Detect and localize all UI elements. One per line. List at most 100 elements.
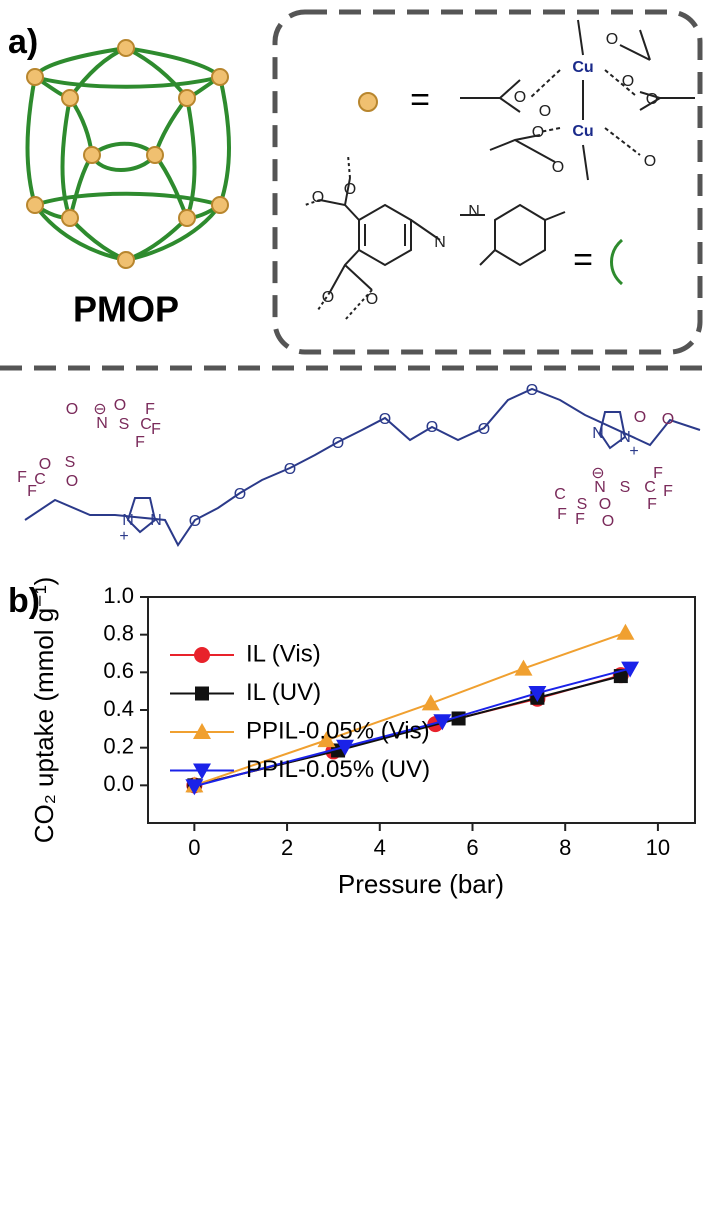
atom-label: Cu (572, 59, 593, 76)
atom-label: O (189, 513, 201, 530)
atom-label: O (644, 153, 656, 170)
atom-label: S (65, 454, 76, 471)
y-axis-title: CO₂ uptake (mmol g⁻¹) (29, 577, 59, 844)
atom-label: O (602, 513, 614, 530)
atom-label: O (514, 89, 526, 106)
atom-label: O (66, 401, 78, 418)
x-tick-label: 6 (466, 835, 478, 860)
marker (336, 739, 355, 756)
atom-label: F (135, 434, 145, 451)
atom-label: O (532, 124, 544, 141)
panel-label: a) (8, 23, 38, 61)
atom-label: O (606, 31, 618, 48)
atom-label: N (592, 425, 604, 442)
atom-label: Cu (572, 123, 593, 140)
y-tick-label: 0.2 (103, 733, 134, 758)
atom-label: C (644, 479, 656, 496)
atom-label: O (344, 181, 356, 198)
atom-label: F (575, 511, 585, 528)
dashed-box (272, 9, 703, 355)
atom-label: O (478, 421, 490, 438)
atom-label: N (619, 429, 631, 446)
atom-label: O (426, 419, 438, 436)
chart: b) Pressure (bar) CO₂ uptake (mmol g⁻¹) … (8, 577, 696, 899)
atom-label: O (634, 409, 646, 426)
ionic-liquid-chain (24, 387, 701, 547)
atom-label: C (554, 486, 566, 503)
equals: = (573, 241, 593, 279)
atom-label: O (284, 461, 296, 478)
atom-label: C (140, 416, 152, 433)
marker (317, 731, 336, 748)
atom-label: O (114, 397, 126, 414)
paddlewheel-bonds (460, 19, 695, 181)
marker (195, 686, 209, 701)
x-tick-label: 0 (188, 835, 200, 860)
marker (193, 723, 211, 739)
marker (621, 661, 640, 678)
y-tick-label: 0.0 (103, 771, 134, 796)
atom-label: O (539, 103, 551, 120)
atom-label: ⊖ (591, 465, 604, 482)
y-tick-label: 0.8 (103, 620, 134, 645)
atom-label: F (557, 506, 567, 523)
legend-label: IL (UV) (246, 679, 321, 706)
atom-label: N (434, 234, 446, 251)
atom-label: O (599, 496, 611, 513)
marker (514, 659, 533, 676)
atom-label: F (17, 469, 27, 486)
node-symbol (358, 92, 378, 112)
x-tick-label: 8 (559, 835, 571, 860)
atom-label: O (312, 189, 324, 206)
x-axis-title: Pressure (bar) (338, 869, 504, 899)
atom-label: F (647, 496, 657, 513)
atom-label: O (234, 486, 246, 503)
cage (25, 46, 231, 262)
atom-label: O (622, 73, 634, 90)
marker (194, 647, 210, 663)
linker-symbol (610, 238, 624, 286)
atom-label: F (151, 421, 161, 438)
atom-label: N (96, 415, 108, 432)
marker (433, 714, 452, 731)
atom-label: O (66, 473, 78, 490)
atom-label: F (663, 483, 673, 500)
atom-label: F (145, 401, 155, 418)
atom-label: N (122, 512, 134, 529)
atom-label: N (594, 479, 606, 496)
marker (193, 763, 211, 780)
y-tick-label: 1.0 (103, 583, 134, 608)
atom-label: O (526, 382, 538, 399)
legend-label: PPIL-0.05% (Vis) (246, 717, 430, 744)
atom-label: S (620, 479, 631, 496)
atom-label: S (577, 496, 588, 513)
atom-label: C (34, 471, 46, 488)
atom-label: + (119, 528, 128, 545)
equals: = (410, 81, 430, 119)
atom-label: O (332, 435, 344, 452)
x-tick-label: 4 (374, 835, 386, 860)
atom-label: N (468, 203, 480, 220)
atom-label: O (322, 289, 334, 306)
y-tick-label: 0.4 (103, 696, 134, 721)
marker (528, 686, 547, 703)
cage-nodes (26, 39, 229, 269)
y-tick-label: 0.6 (103, 658, 134, 683)
atom-label: O (646, 91, 658, 108)
linker-bonds (304, 154, 566, 321)
atom-label: ⊖ (93, 401, 106, 418)
imidazolium-rings (126, 411, 627, 534)
legend-label: IL (Vis) (246, 640, 321, 667)
legend-label: PPIL-0.05% (UV) (246, 756, 430, 783)
panel-label: b) (8, 582, 40, 620)
cage-name: PMOP (73, 289, 179, 330)
atom-label: F (653, 465, 663, 482)
marker (421, 694, 440, 711)
atom-label: N (150, 512, 162, 529)
marker (616, 623, 635, 640)
atom-label: F (27, 483, 37, 500)
atom-label: O (552, 159, 564, 176)
atom-label: O (39, 456, 51, 473)
